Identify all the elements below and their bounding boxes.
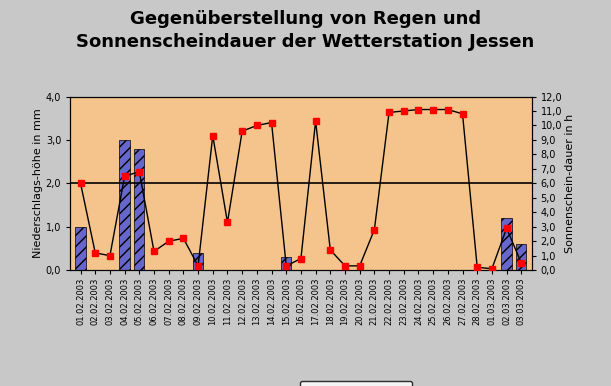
Bar — [120, 140, 130, 270]
Bar — [281, 257, 291, 270]
Bar — [193, 253, 203, 270]
Y-axis label: Niederschlags-höhe in mm: Niederschlags-höhe in mm — [33, 108, 43, 258]
Bar — [134, 149, 144, 270]
Legend: RR, Son: RR, Son — [300, 381, 412, 386]
Bar — [516, 244, 527, 270]
Text: Gegenüberstellung von Regen und
Sonnenscheindauer der Wetterstation Jessen: Gegenüberstellung von Regen und Sonnensc… — [76, 10, 535, 51]
Bar — [502, 218, 512, 270]
Y-axis label: Sonnenschein-dauer in h: Sonnenschein-dauer in h — [565, 114, 575, 253]
Bar — [75, 227, 86, 270]
